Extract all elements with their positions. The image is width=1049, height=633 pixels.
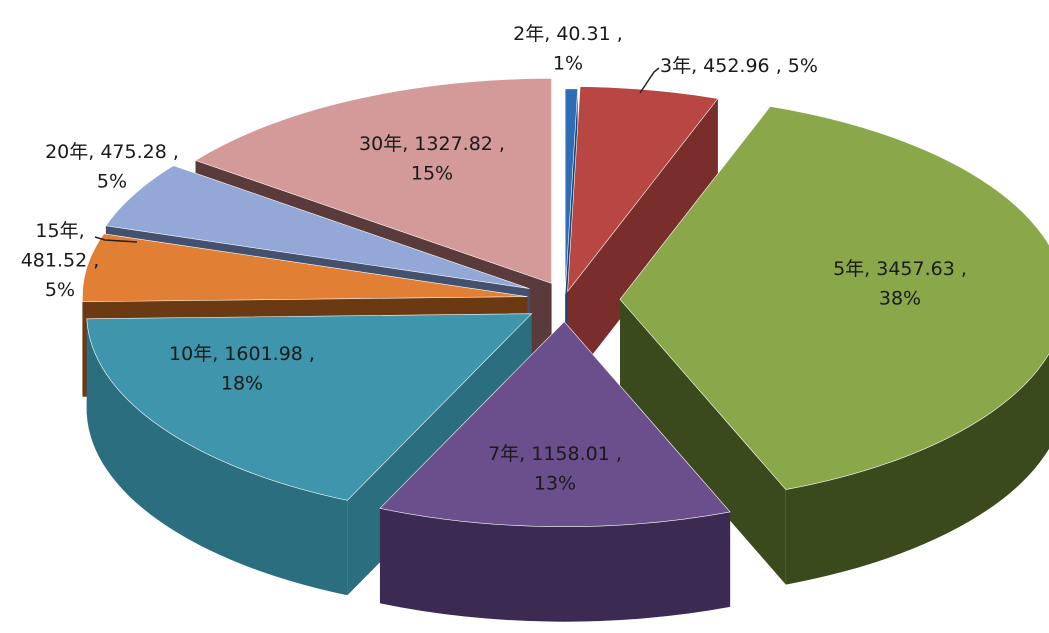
label-layer: 2年, 40.31 , 1% 3年, 452.96 , 5% 5年, 3457.63 … bbox=[21, 23, 967, 494]
leader-line-15年 bbox=[94, 236, 138, 243]
slice-5年-top bbox=[619, 106, 1049, 490]
data-label-20年: 20年, 475.28 , 5% bbox=[45, 141, 179, 192]
slice-20年-top bbox=[105, 165, 530, 289]
leader-line-3年 bbox=[639, 67, 660, 94]
slice-3年-top bbox=[567, 86, 719, 293]
slice-10年-top bbox=[86, 313, 533, 501]
slice-30年-top bbox=[194, 78, 552, 284]
slice-5年-side bbox=[785, 353, 1049, 585]
data-label-3年: 3年, 452.96 , 5% bbox=[660, 55, 818, 77]
data-label-15年: 15年, 481.52 , 5% bbox=[21, 220, 100, 301]
data-label-30年: 30年, 1327.82 , 15% bbox=[359, 133, 505, 184]
data-label-7年: 7年, 1158.01 , 13% bbox=[488, 443, 622, 494]
data-label-2年: 2年, 40.31 , 1% bbox=[513, 23, 623, 74]
pie-top-layer bbox=[82, 78, 1049, 527]
slice-3年-cut-face-2 bbox=[567, 98, 718, 387]
data-label-10年: 10年, 1601.98 , 18% bbox=[169, 343, 315, 394]
leader-line-layer bbox=[94, 67, 660, 243]
slice-7年-top bbox=[379, 321, 731, 527]
data-label-5年: 5年, 3457.63 , 38% bbox=[833, 258, 967, 309]
slice-2年-top bbox=[564, 88, 578, 294]
slice-7年-side bbox=[379, 508, 731, 622]
slice-5年-cut-face-2 bbox=[619, 299, 786, 585]
slice-10年-side bbox=[86, 318, 348, 596]
slice-15年-top bbox=[82, 233, 528, 303]
